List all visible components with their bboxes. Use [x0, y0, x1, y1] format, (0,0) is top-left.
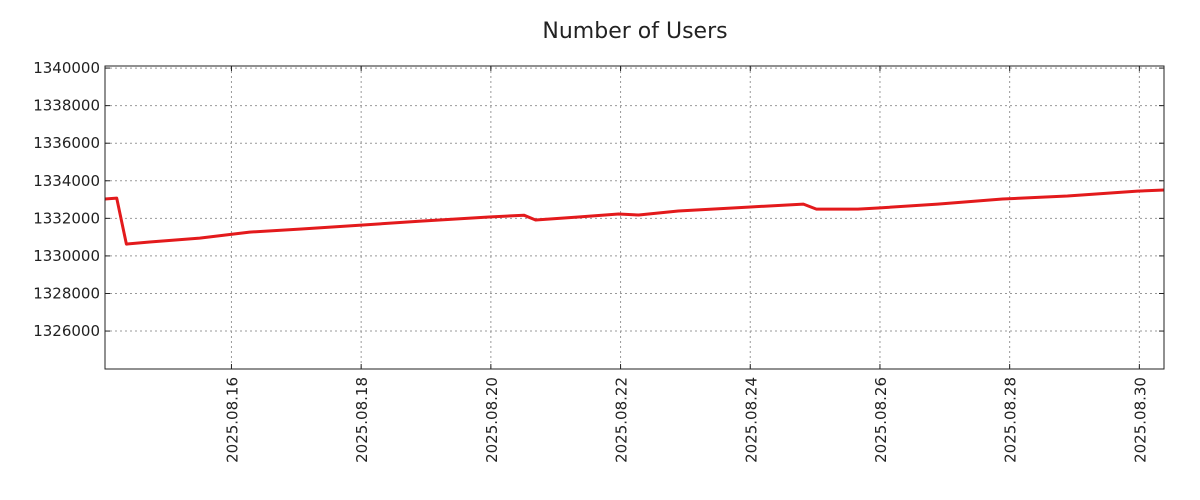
x-tick-label: 2025.08.18 [353, 377, 371, 463]
plot-frame [104, 65, 1165, 370]
x-tick-label: 2025.08.26 [872, 377, 890, 463]
y-tick-label: 1326000 [33, 322, 100, 340]
grid [105, 66, 1164, 369]
chart-title: Number of Users [542, 19, 727, 44]
x-tick-label: 2025.08.16 [223, 377, 241, 463]
y-tick-label: 1334000 [33, 172, 100, 190]
y-tick-label: 1332000 [33, 209, 100, 227]
x-tick-label: 2025.08.20 [483, 377, 501, 463]
y-tick-label: 1336000 [33, 134, 100, 152]
x-tick-label: 2025.08.24 [742, 377, 760, 463]
y-tick-label: 1338000 [33, 97, 100, 115]
series-line-number-of-users [104, 188, 1165, 246]
axis-ticks: 1326000 1328000 1330000 1332000 1334000 13360… [33, 59, 1164, 463]
series-layer [104, 188, 1165, 246]
y-tick-label: 1328000 [33, 284, 100, 302]
x-tick-label: 2025.08.30 [1131, 377, 1149, 463]
x-tick-label: 2025.08.22 [613, 377, 631, 463]
x-tick-label: 2025.08.28 [1002, 377, 1020, 463]
y-tick-label: 1330000 [33, 247, 100, 265]
y-tick-label: 1340000 [33, 59, 100, 77]
